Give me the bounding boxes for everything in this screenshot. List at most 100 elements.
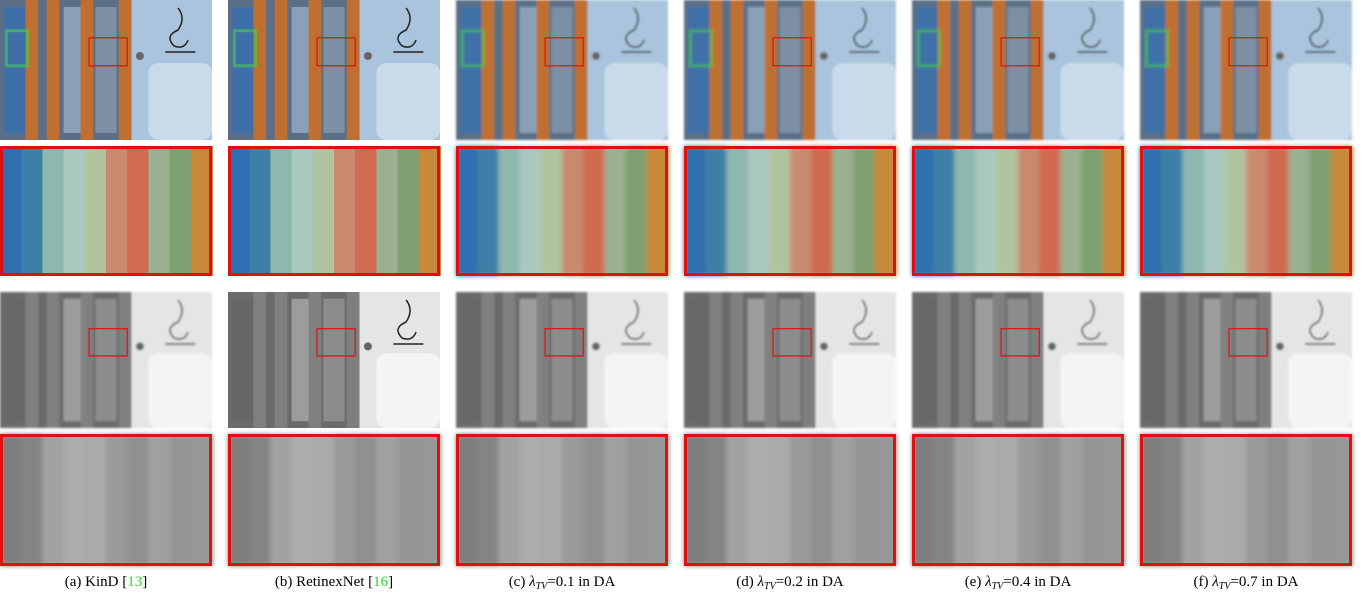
knob: [592, 52, 600, 60]
stripe: [85, 146, 107, 276]
wood: [47, 0, 60, 140]
knob: [1276, 52, 1284, 60]
wood: [275, 0, 288, 140]
wood: [253, 0, 266, 140]
haze: [912, 434, 1124, 566]
wood: [81, 0, 94, 140]
caption-text: ]: [388, 574, 393, 590]
books: [1144, 7, 1165, 133]
stripe: [148, 146, 170, 276]
zoom-image: [1140, 434, 1353, 566]
knob: [820, 342, 828, 350]
panel-column: [0, 0, 213, 566]
caption-text: =0.1 in DA: [547, 574, 615, 590]
zoom-image: [912, 146, 1125, 276]
scene-image: [0, 0, 212, 140]
wood: [275, 292, 288, 428]
stripe: [769, 146, 791, 276]
scene-image: [228, 292, 440, 428]
stripe: [249, 146, 271, 276]
stripe: [1204, 146, 1226, 276]
wood: [25, 292, 38, 428]
stripe: [456, 146, 478, 276]
figure: [0, 0, 1366, 570]
stripe: [292, 146, 314, 276]
stripe: [355, 146, 377, 276]
zoom-image: [228, 434, 441, 566]
cabinet: [832, 63, 896, 140]
wood: [575, 0, 588, 140]
books: [916, 299, 937, 421]
page: (a) KinD [13] (b) RetinexNet [16] (c) λTV=…: [0, 0, 1366, 603]
stripe: [1246, 146, 1268, 276]
haze: [228, 434, 440, 566]
caption-text: (b) RetinexNet [: [275, 574, 373, 590]
books: [95, 7, 116, 133]
cabinet: [832, 353, 896, 428]
haze: [1140, 434, 1352, 566]
caption-text: (f): [1194, 574, 1213, 590]
books: [1007, 299, 1028, 421]
stripe: [498, 146, 520, 276]
caption: (c) λTV=0.1 in DA: [456, 574, 668, 592]
stripe: [541, 146, 563, 276]
wood: [803, 292, 816, 428]
wood: [1187, 292, 1200, 428]
caption-text: ]: [142, 574, 147, 590]
stripe: [477, 146, 499, 276]
wood: [575, 292, 588, 428]
cabinet: [148, 353, 212, 428]
stripe: [170, 146, 192, 276]
wood: [1031, 0, 1044, 140]
stripe: [1288, 146, 1310, 276]
wood: [503, 292, 516, 428]
wood: [347, 292, 360, 428]
scene-image: [456, 0, 668, 140]
cabinet: [604, 63, 668, 140]
caption-text: (d): [736, 574, 757, 590]
wood: [347, 0, 360, 140]
stripe: [726, 146, 748, 276]
wood: [1165, 0, 1178, 140]
caption-text: 16: [373, 574, 388, 590]
haze: [0, 434, 212, 566]
caption-text: =0.7 in DA: [1230, 574, 1298, 590]
books: [323, 7, 344, 133]
wood: [503, 0, 516, 140]
books: [779, 7, 800, 133]
wood: [537, 292, 550, 428]
books: [232, 7, 253, 133]
stripe: [705, 146, 727, 276]
zoom-image: [228, 146, 441, 276]
cabinet: [1060, 63, 1124, 140]
panel-column: [684, 0, 897, 566]
books: [323, 299, 344, 421]
wood: [1187, 0, 1200, 140]
wood: [309, 0, 322, 140]
books: [1235, 7, 1256, 133]
stripe: [997, 146, 1019, 276]
scene-image: [684, 0, 896, 140]
stripe: [1060, 146, 1082, 276]
wood: [537, 0, 550, 140]
caption: (b) RetinexNet [16]: [228, 574, 440, 591]
books: [1144, 299, 1165, 421]
knob: [364, 52, 372, 60]
zoom-image: [456, 434, 669, 566]
wood: [1221, 292, 1234, 428]
stripe: [1082, 146, 1104, 276]
scene-image: [684, 292, 896, 428]
stripe: [583, 146, 605, 276]
caption: (a) KinD [13]: [0, 574, 212, 591]
stripe: [748, 146, 770, 276]
wood: [937, 0, 950, 140]
knob: [1276, 342, 1284, 350]
stripe: [954, 146, 976, 276]
panel-column: [228, 0, 441, 566]
stripe: [912, 146, 934, 276]
cabinet: [1288, 63, 1352, 140]
zoom-image: [684, 434, 897, 566]
zoom-image: [0, 434, 213, 566]
wood: [709, 0, 722, 140]
wood: [481, 292, 494, 428]
